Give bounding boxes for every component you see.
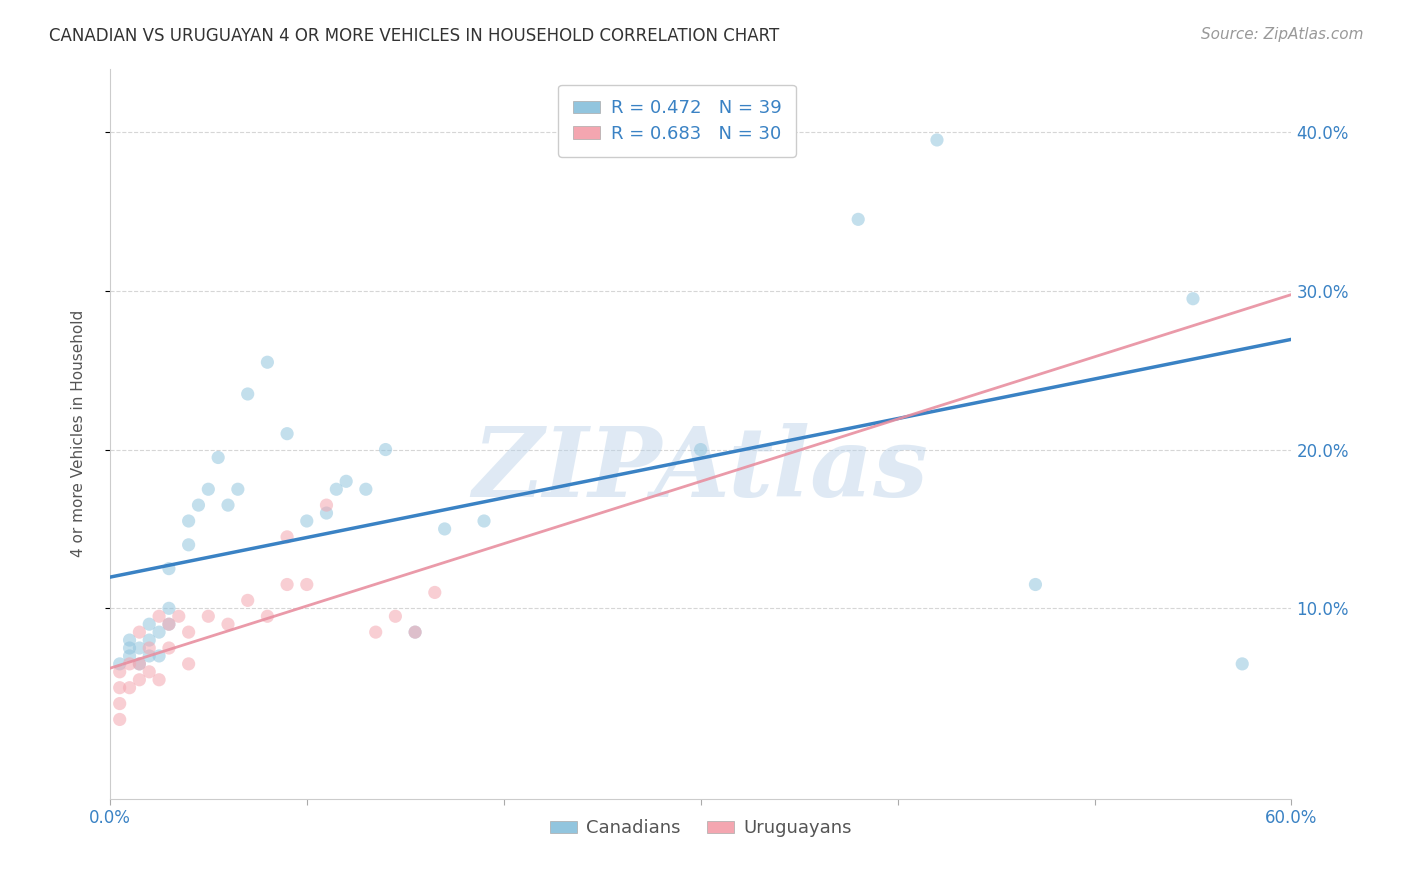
Point: [128, 657, 150, 671]
Point: [128, 640, 150, 655]
Point: [207, 450, 229, 465]
Point: [187, 498, 209, 512]
Point: [118, 681, 141, 695]
Point: [276, 530, 298, 544]
Point: [108, 713, 131, 727]
Point: [256, 609, 278, 624]
Point: [217, 617, 239, 632]
Point: [138, 633, 160, 648]
Point: [197, 482, 219, 496]
Point: [118, 633, 141, 648]
Point: [315, 506, 337, 520]
Point: [276, 577, 298, 591]
Point: [148, 648, 170, 663]
Point: [1024, 577, 1046, 591]
Point: [433, 522, 456, 536]
Point: [295, 514, 318, 528]
Point: [138, 640, 160, 655]
Point: [148, 609, 170, 624]
Point: [846, 212, 869, 227]
Legend: Canadians, Uruguayans: Canadians, Uruguayans: [543, 812, 859, 845]
Point: [226, 482, 249, 496]
Point: [177, 514, 200, 528]
Point: [128, 673, 150, 687]
Point: [108, 665, 131, 679]
Point: [128, 657, 150, 671]
Point: [1182, 292, 1205, 306]
Text: CANADIAN VS URUGUAYAN 4 OR MORE VEHICLES IN HOUSEHOLD CORRELATION CHART: CANADIAN VS URUGUAYAN 4 OR MORE VEHICLES…: [49, 27, 779, 45]
Point: [689, 442, 711, 457]
Point: [118, 640, 141, 655]
Point: [236, 387, 259, 401]
Point: [472, 514, 495, 528]
Point: [138, 648, 160, 663]
Point: [157, 617, 180, 632]
Point: [177, 625, 200, 640]
Point: [118, 657, 141, 671]
Point: [197, 609, 219, 624]
Point: [404, 625, 426, 640]
Point: [157, 617, 180, 632]
Point: [157, 601, 180, 615]
Point: [354, 482, 377, 496]
Text: Source: ZipAtlas.com: Source: ZipAtlas.com: [1201, 27, 1364, 42]
Point: [157, 561, 180, 575]
Point: [108, 697, 131, 711]
Point: [138, 665, 160, 679]
Point: [128, 625, 150, 640]
Point: [1232, 657, 1254, 671]
Point: [276, 426, 298, 441]
Point: [118, 648, 141, 663]
Point: [148, 625, 170, 640]
Text: ZIPAtlas: ZIPAtlas: [472, 423, 928, 517]
Point: [157, 640, 180, 655]
Point: [925, 133, 948, 147]
Point: [177, 538, 200, 552]
Point: [108, 657, 131, 671]
Point: [236, 593, 259, 607]
Point: [364, 625, 387, 640]
Point: [384, 609, 406, 624]
Point: [315, 498, 337, 512]
Point: [177, 657, 200, 671]
Point: [217, 498, 239, 512]
Point: [256, 355, 278, 369]
Point: [138, 617, 160, 632]
Point: [325, 482, 347, 496]
Point: [295, 577, 318, 591]
Point: [148, 673, 170, 687]
Point: [404, 625, 426, 640]
Point: [335, 475, 357, 489]
Y-axis label: 4 or more Vehicles in Household: 4 or more Vehicles in Household: [72, 310, 86, 558]
Point: [167, 609, 190, 624]
Point: [108, 681, 131, 695]
Point: [423, 585, 446, 599]
Point: [374, 442, 396, 457]
